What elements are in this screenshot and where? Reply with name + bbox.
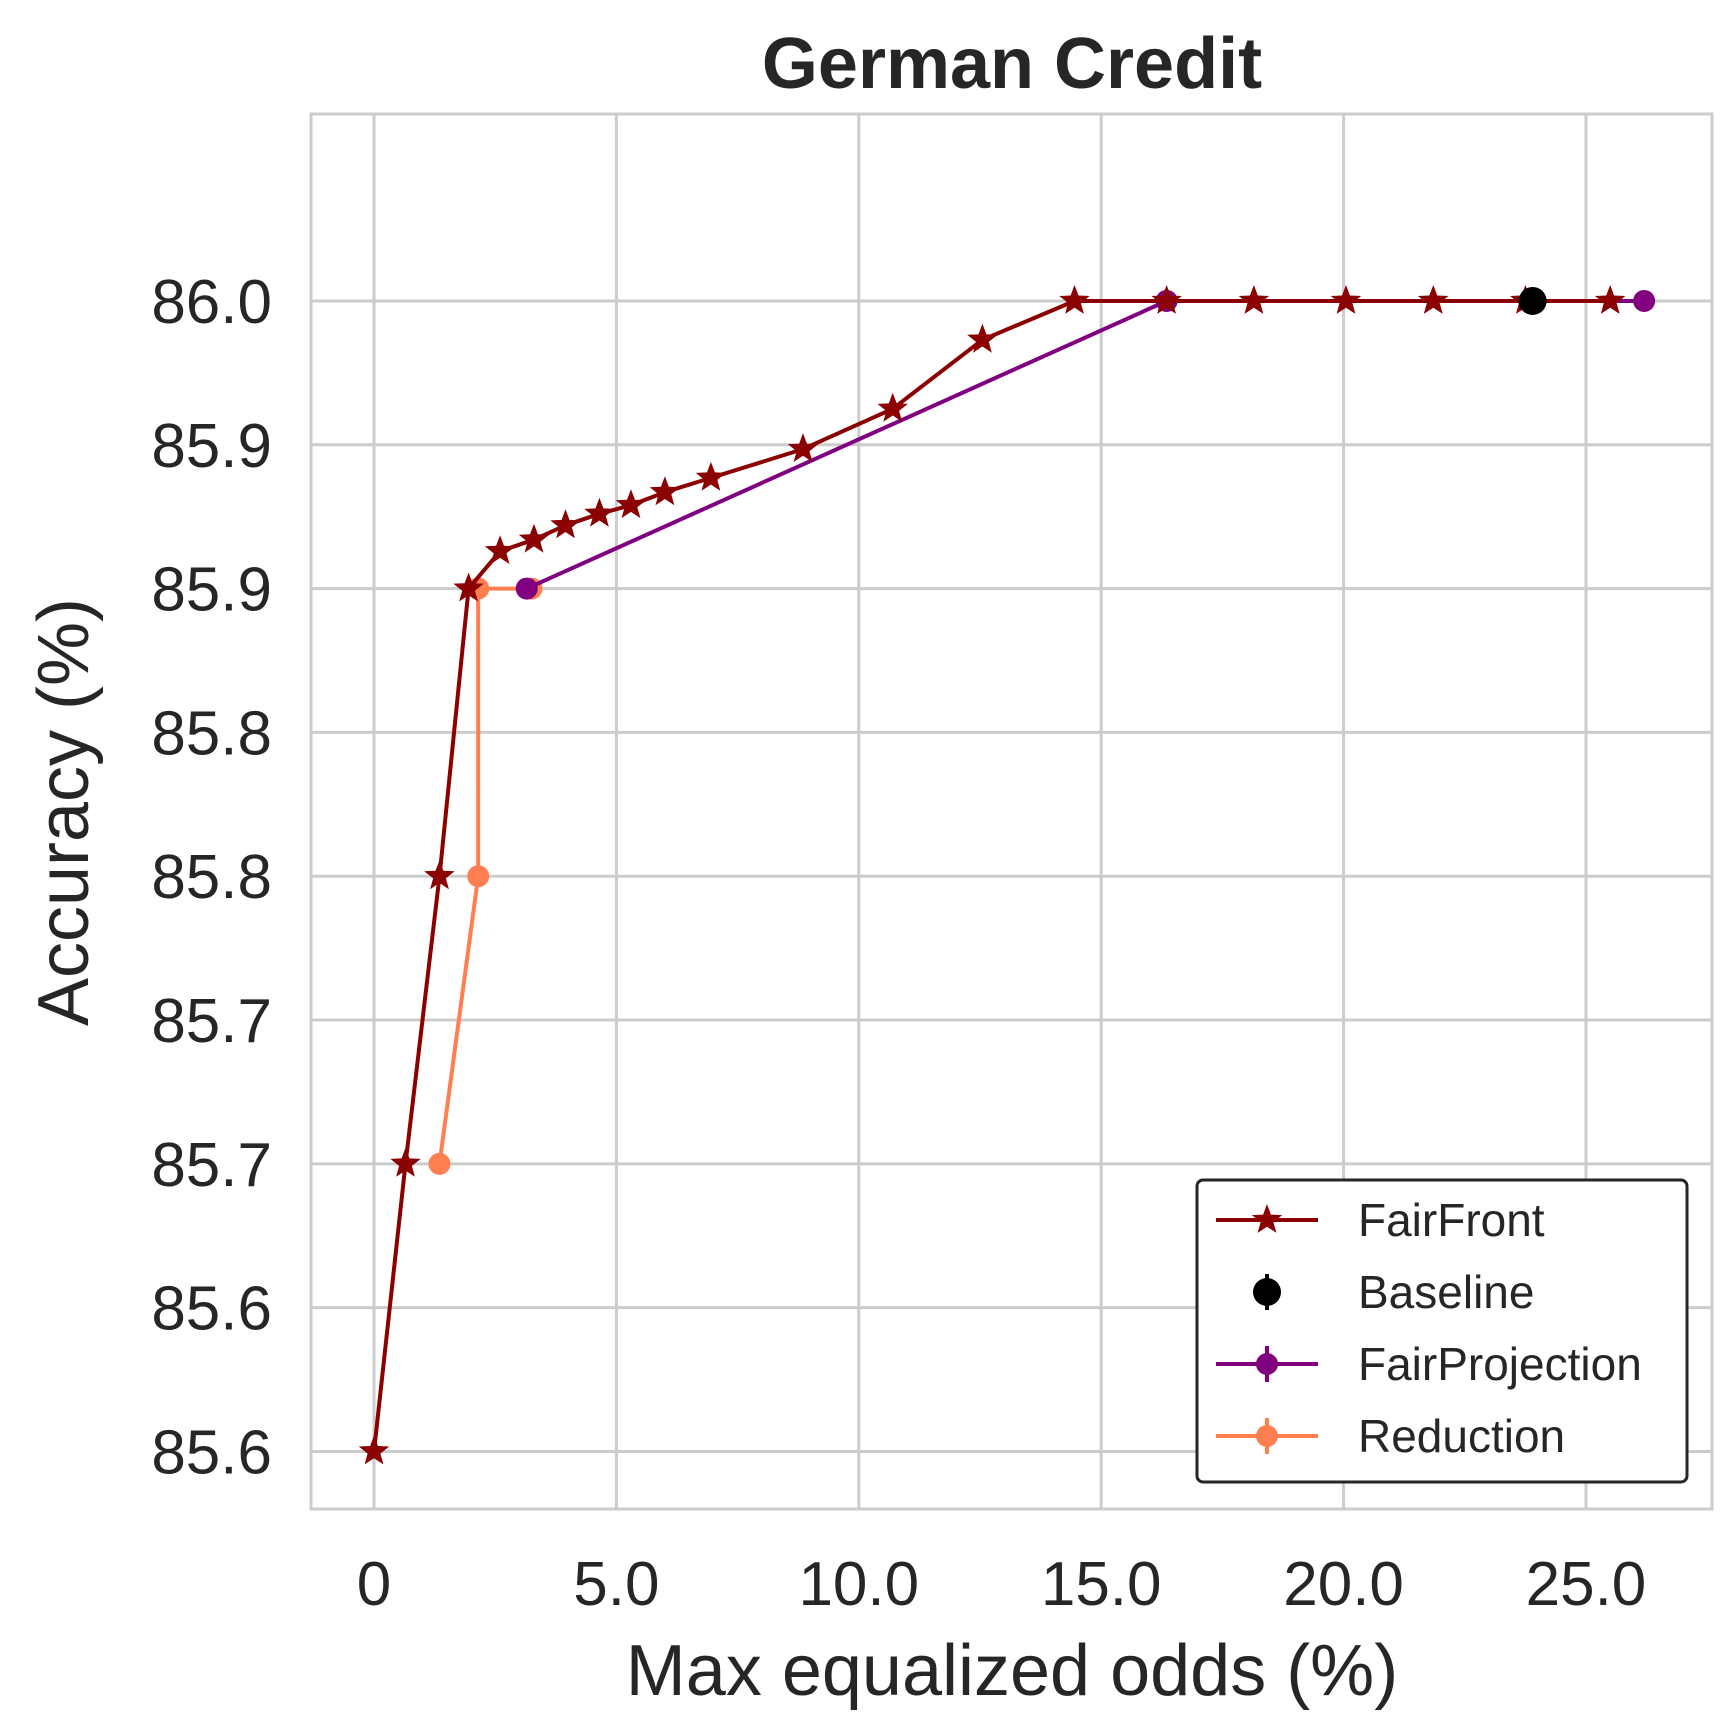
legend-item-reduction: Reduction bbox=[1216, 1410, 1565, 1462]
x-tick-label: 10.0 bbox=[798, 1550, 919, 1619]
legend-marker bbox=[1253, 1278, 1281, 1306]
legend-label: Baseline bbox=[1358, 1266, 1534, 1318]
reduction-point bbox=[428, 1152, 451, 1175]
fairfront-point bbox=[649, 476, 681, 506]
legend-item-fairprojection: FairProjection bbox=[1216, 1338, 1642, 1390]
x-tick-label: 20.0 bbox=[1283, 1550, 1404, 1619]
legend-label: FairProjection bbox=[1358, 1338, 1642, 1390]
legend-item-baseline: Baseline bbox=[1253, 1266, 1534, 1318]
x-tick-label: 25.0 bbox=[1526, 1550, 1647, 1619]
fairfront-point bbox=[424, 860, 455, 890]
legend-box bbox=[1195, 1178, 1689, 1484]
fairfront-point bbox=[1418, 285, 1449, 314]
fairprojection-point bbox=[1633, 289, 1656, 312]
fairprojection-point bbox=[515, 577, 538, 600]
legend-item-fairfront: FairFront bbox=[1216, 1194, 1545, 1246]
y-tick-label: 85.8 bbox=[151, 699, 272, 768]
fairfront-point bbox=[615, 489, 647, 519]
y-tick-label: 85.7 bbox=[151, 987, 272, 1056]
legend-label: FairFront bbox=[1358, 1194, 1545, 1246]
fairfront-point bbox=[550, 509, 581, 539]
fairfront-point bbox=[695, 461, 727, 491]
y-tick-label: 86.0 bbox=[151, 268, 272, 337]
x-axis-label: Max equalized odds (%) bbox=[626, 1631, 1398, 1711]
fairfront-point bbox=[1595, 285, 1626, 314]
fairfront-point bbox=[877, 392, 908, 422]
legend-marker bbox=[1256, 1353, 1278, 1375]
y-tick-label: 85.9 bbox=[151, 556, 272, 625]
y-tick-label: 85.8 bbox=[151, 843, 272, 912]
legend: FairFront Baseline FairProjection Reduction bbox=[1195, 1178, 1689, 1484]
fairfront-point bbox=[584, 497, 615, 527]
fairfront-point bbox=[484, 535, 516, 565]
legend-marker bbox=[1251, 1204, 1283, 1233]
y-tick-label: 85.9 bbox=[151, 412, 272, 481]
tick-layer: 0 5.0 10.0 15.0 20.0 25.0 85.6 85.6 85.7 85.7 85.8… bbox=[151, 268, 1646, 1619]
y-axis-label: Accuracy (%) bbox=[24, 598, 104, 1026]
fairfront-point bbox=[358, 1435, 390, 1465]
reduction-point bbox=[467, 865, 490, 888]
baseline-point bbox=[1518, 286, 1547, 315]
fairfront-point bbox=[787, 433, 819, 462]
fairfront-point bbox=[1151, 285, 1182, 314]
fairfront-point bbox=[453, 572, 484, 602]
fairfront-point bbox=[967, 323, 998, 353]
legend-label: Reduction bbox=[1358, 1410, 1565, 1462]
fairfront-point bbox=[1059, 285, 1090, 314]
fairfront-point bbox=[1238, 285, 1270, 314]
y-tick-label: 85.6 bbox=[151, 1418, 272, 1487]
legend-items: FairFront Baseline FairProjection Reduction bbox=[1216, 1194, 1642, 1462]
fairfront-point bbox=[390, 1147, 421, 1177]
baseline-series bbox=[1518, 286, 1547, 315]
fairfront-point bbox=[518, 523, 550, 553]
y-tick-label: 85.7 bbox=[151, 1131, 272, 1200]
x-tick-label: 15.0 bbox=[1041, 1550, 1162, 1619]
series-layer bbox=[358, 285, 1656, 1465]
chart-title: German Credit bbox=[762, 24, 1262, 104]
fairfront-point bbox=[1330, 285, 1362, 314]
reduction-line bbox=[437, 586, 532, 1165]
x-tick-label: 0 bbox=[357, 1550, 391, 1619]
legend-marker bbox=[1256, 1425, 1278, 1447]
fairfront-series bbox=[358, 285, 1626, 1465]
y-tick-label: 85.6 bbox=[151, 1275, 272, 1344]
x-tick-label: 5.0 bbox=[573, 1550, 659, 1619]
